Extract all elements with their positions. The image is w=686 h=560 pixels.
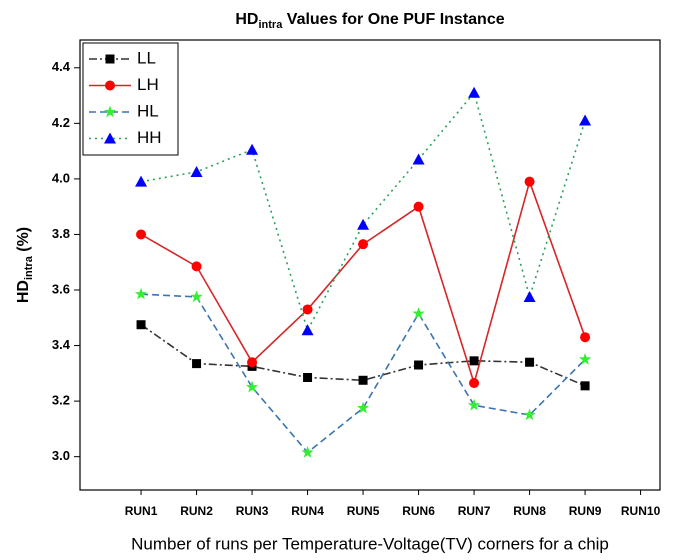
x-axis-label: Number of runs per Temperature-Voltage(T… bbox=[131, 534, 609, 553]
plot-frame bbox=[79, 39, 661, 491]
data-point bbox=[246, 143, 259, 155]
y-tick-label: 3.6 bbox=[52, 281, 70, 296]
data-point bbox=[136, 229, 147, 240]
x-tick-label: RUN1 bbox=[125, 504, 158, 518]
series-line bbox=[141, 293, 586, 454]
data-point bbox=[191, 261, 202, 272]
y-tick-label: 3.2 bbox=[52, 393, 70, 408]
legend-label: LH bbox=[137, 75, 159, 94]
data-point bbox=[136, 320, 146, 330]
legend-marker bbox=[105, 80, 115, 91]
data-point bbox=[247, 357, 258, 368]
legend-label: LL bbox=[137, 48, 156, 67]
data-point bbox=[190, 165, 203, 177]
x-tick-label: RUN6 bbox=[402, 504, 435, 518]
y-tick-label: 4.2 bbox=[52, 115, 70, 130]
chart-title: HDintra Values for One PUF Instance bbox=[235, 11, 504, 31]
x-tick-label: RUN8 bbox=[513, 504, 546, 518]
legend-marker bbox=[103, 105, 117, 118]
data-point bbox=[245, 380, 259, 393]
data-point bbox=[358, 239, 369, 250]
legend-label: HL bbox=[137, 101, 159, 120]
data-point bbox=[190, 290, 203, 303]
data-point bbox=[467, 398, 481, 411]
data-point bbox=[302, 304, 313, 315]
x-tick-label: RUN7 bbox=[458, 504, 491, 518]
data-point bbox=[358, 375, 368, 385]
data-point bbox=[134, 287, 148, 300]
data-point bbox=[413, 201, 424, 212]
series-line bbox=[140, 91, 586, 333]
y-tick-label: 4.0 bbox=[52, 170, 70, 185]
legend-marker bbox=[105, 54, 115, 64]
data-point bbox=[301, 324, 314, 336]
legend-marker bbox=[104, 132, 116, 144]
x-tick-label: RUN10 bbox=[621, 504, 661, 518]
y-tick-label: 3.4 bbox=[52, 337, 71, 352]
data-point bbox=[469, 356, 479, 366]
x-tick-label: RUN4 bbox=[291, 504, 324, 518]
y-axis-label: HDintra (%) bbox=[15, 227, 35, 303]
data-point bbox=[580, 332, 591, 343]
data-point bbox=[357, 218, 370, 230]
series-line bbox=[140, 179, 586, 386]
data-point bbox=[580, 381, 590, 391]
data-point bbox=[469, 378, 480, 389]
data-point bbox=[524, 176, 535, 187]
x-tick-label: RUN9 bbox=[569, 504, 602, 518]
data-point bbox=[468, 86, 481, 98]
y-tick-label: 4.4 bbox=[52, 59, 71, 74]
data-point bbox=[579, 114, 592, 126]
data-point bbox=[525, 357, 535, 367]
x-tick-label: RUN2 bbox=[180, 504, 213, 518]
legend-box bbox=[82, 42, 179, 156]
data-point bbox=[412, 307, 425, 319]
data-point bbox=[356, 401, 370, 414]
data-point bbox=[192, 359, 202, 369]
data-point bbox=[578, 352, 592, 365]
data-point bbox=[301, 446, 314, 458]
data-point bbox=[523, 408, 536, 421]
y-tick-label: 3.0 bbox=[52, 448, 70, 463]
data-point bbox=[523, 290, 536, 302]
data-point bbox=[135, 175, 148, 187]
data-point bbox=[412, 153, 425, 165]
legend-label: HH bbox=[137, 128, 162, 147]
y-tick-label: 3.8 bbox=[52, 226, 70, 241]
x-tick-label: RUN3 bbox=[236, 504, 269, 518]
x-tick-label: RUN5 bbox=[347, 504, 380, 518]
data-point bbox=[414, 360, 424, 370]
data-point bbox=[303, 373, 313, 382]
